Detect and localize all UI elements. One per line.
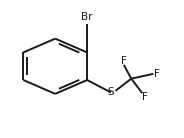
- Text: F: F: [142, 92, 148, 102]
- Text: S: S: [108, 87, 114, 97]
- Text: F: F: [121, 56, 127, 66]
- Text: Br: Br: [81, 12, 93, 22]
- Text: F: F: [154, 69, 160, 79]
